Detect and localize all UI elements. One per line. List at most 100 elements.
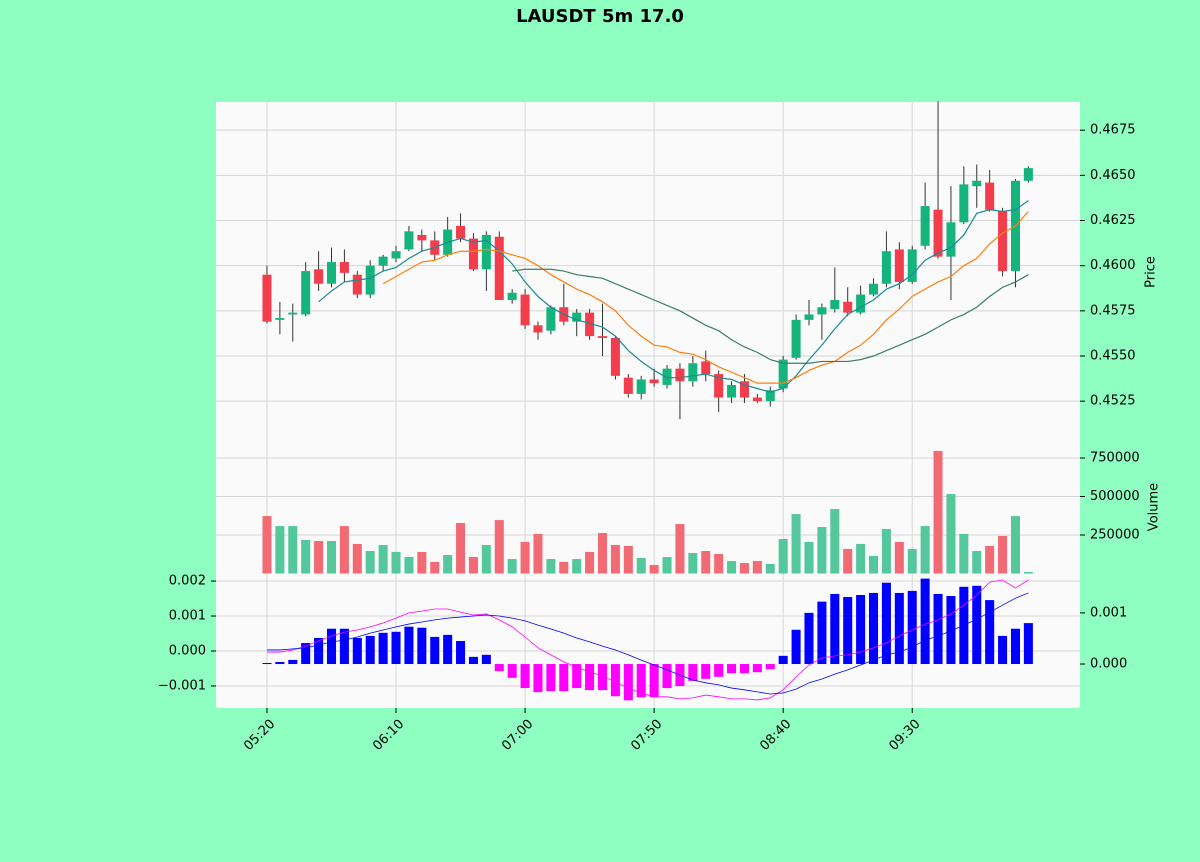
histogram-bar	[765, 664, 775, 670]
histogram-bar	[920, 578, 930, 665]
y-tick-label: 0.000	[169, 643, 206, 658]
candle-body	[881, 251, 891, 284]
histogram-bar	[727, 664, 737, 674]
volume-bar	[843, 549, 853, 574]
candle-body	[507, 292, 517, 300]
histogram-bar	[520, 664, 530, 689]
candle-body	[985, 182, 995, 210]
candle-body	[765, 390, 775, 402]
line	[382, 211, 1029, 384]
volume-bar	[727, 561, 737, 574]
volume-bar	[585, 551, 595, 574]
candle-body	[262, 274, 272, 322]
candle-body	[610, 337, 620, 376]
candle-body	[1023, 168, 1033, 181]
volume-bar	[610, 545, 620, 574]
histogram-bar	[546, 664, 556, 692]
volume-bar	[765, 563, 775, 574]
candle-body	[778, 359, 788, 389]
volume-bar	[275, 526, 285, 574]
volume-bar	[262, 516, 272, 574]
y-tick-label: 0.4600	[1090, 258, 1136, 273]
volume-bar	[830, 508, 840, 574]
volume-bar	[443, 555, 453, 574]
volume-bar	[352, 543, 362, 574]
y-tick-label: 0.4575	[1090, 303, 1136, 318]
candle-body	[456, 225, 466, 239]
candle-body	[326, 262, 337, 284]
candle-body	[933, 209, 943, 257]
histogram-bar	[288, 659, 298, 665]
histogram-bar	[894, 592, 904, 665]
histogram-bar	[262, 663, 272, 665]
histogram-bar	[701, 664, 711, 679]
candle-body	[843, 301, 853, 313]
volume-bar	[623, 545, 633, 574]
candle-body	[894, 249, 904, 282]
volume-bar	[804, 541, 814, 574]
volume-bar	[998, 535, 1008, 574]
histogram-bar	[636, 664, 646, 698]
volume-bar	[559, 561, 569, 574]
histogram-bar	[275, 661, 285, 665]
candle-body	[352, 274, 362, 295]
volume-bar	[817, 526, 827, 574]
histogram-bar	[804, 612, 814, 665]
volume-bar	[430, 561, 440, 574]
volume-bar	[701, 551, 711, 574]
candle-body	[714, 374, 724, 398]
candle-body	[649, 379, 659, 384]
volume-bar	[1023, 571, 1033, 574]
chart-title: LAUSDT 5m 17.0	[516, 6, 684, 27]
y-tick-label: 0.001	[169, 609, 206, 624]
y-axis-label: Price	[1144, 256, 1159, 288]
histogram-bar	[301, 643, 311, 665]
volume-bar	[972, 551, 982, 574]
candle-body	[998, 211, 1008, 272]
volume-bar	[378, 545, 388, 574]
histogram-bar	[404, 626, 414, 665]
candle-body	[739, 381, 749, 398]
volume-bar	[520, 541, 530, 574]
histogram-bar	[430, 636, 440, 665]
volume-bar	[339, 526, 349, 574]
candle-body	[920, 206, 930, 246]
y-tick-label: 0.4550	[1090, 348, 1136, 363]
histogram-bar	[946, 596, 956, 665]
candle-body	[869, 283, 879, 295]
candle-body	[946, 222, 956, 257]
candle-body	[275, 318, 285, 320]
line	[266, 592, 1029, 695]
histogram-bar	[339, 628, 349, 665]
y-tick-label: 0.002	[169, 574, 206, 589]
histogram-bar	[752, 664, 762, 673]
y-tick-label: 0.000	[1090, 657, 1127, 672]
volume-bar	[714, 553, 724, 574]
volume-bar	[946, 494, 956, 574]
candle-body	[701, 361, 711, 375]
candle-body	[907, 249, 917, 282]
candle-body	[546, 307, 556, 331]
volume-bar	[391, 551, 401, 574]
line	[512, 268, 1029, 364]
volume-bar	[288, 526, 298, 574]
histogram-bar	[365, 635, 375, 665]
volume-bar	[894, 541, 904, 574]
volume-bar	[856, 543, 866, 574]
histogram-bar	[585, 664, 595, 691]
histogram-bar	[869, 592, 879, 665]
candle-body	[301, 271, 311, 315]
candle-body	[404, 231, 414, 250]
volume-bar	[326, 541, 337, 574]
y-tick-label: 250000	[1090, 528, 1140, 543]
volume-bar	[404, 557, 414, 574]
volume-bar	[572, 559, 582, 574]
volume-bar	[533, 533, 543, 574]
histogram-bar	[972, 585, 982, 665]
histogram-bar	[778, 655, 788, 665]
volume-bar	[920, 526, 930, 574]
volume-bar	[314, 541, 324, 574]
volume-bar	[778, 539, 788, 574]
candle-body	[378, 256, 388, 266]
histogram-bar	[907, 590, 917, 665]
